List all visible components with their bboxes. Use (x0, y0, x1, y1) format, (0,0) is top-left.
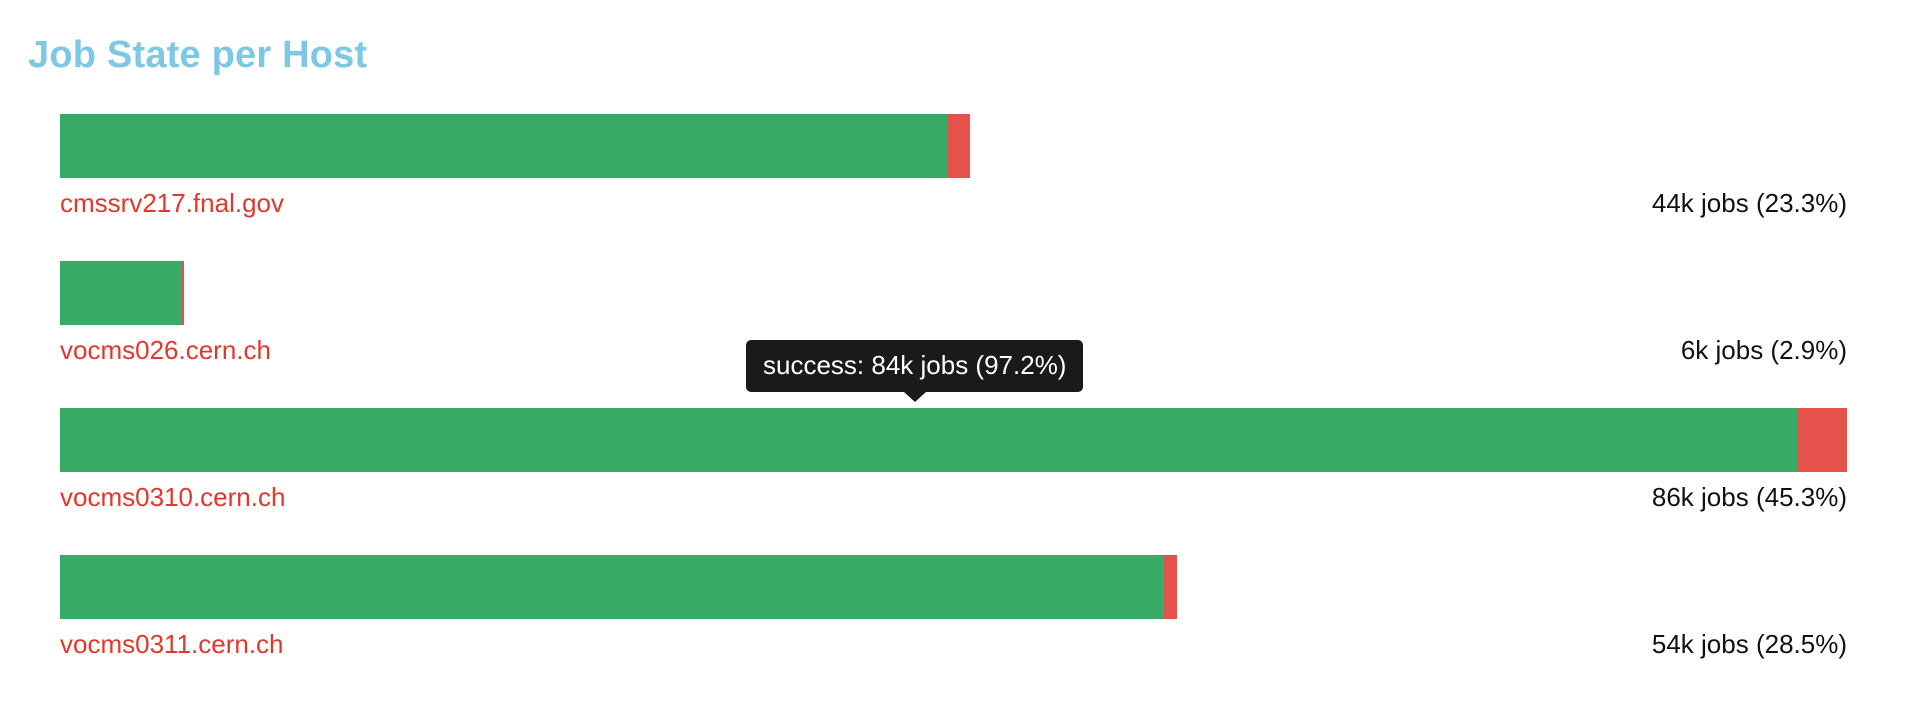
row-labels: vocms026.cern.ch 6k jobs (2.9%) (60, 335, 1847, 375)
chart-title: Job State per Host (28, 34, 368, 76)
bar-segment-failure[interactable] (1164, 555, 1177, 619)
tooltip-text: success: 84k jobs (97.2%) (763, 350, 1067, 380)
host-link[interactable]: vocms026.cern.ch (60, 335, 271, 365)
stacked-bar (60, 408, 1847, 472)
bar-segment-success[interactable] (60, 555, 1165, 619)
host-row: vocms0311.cern.ch 54k jobs (28.5%) (60, 555, 1847, 702)
host-link[interactable]: vocms0311.cern.ch (60, 629, 284, 659)
job-total-label: 44k jobs (23.3%) (1651, 188, 1847, 218)
host-link[interactable]: vocms0310.cern.ch (60, 482, 286, 512)
bar-segment-success[interactable] (60, 408, 1798, 472)
bar-tooltip: success: 84k jobs (97.2%) (746, 340, 1084, 402)
host-bar-list: cmssrv217.fnal.gov 44k jobs (23.3%) vocms0… (60, 114, 1847, 702)
row-labels: vocms0310.cern.ch 86k jobs (45.3%) (60, 482, 1847, 522)
bar-segment-failure[interactable] (1797, 408, 1847, 472)
stacked-bar (60, 114, 1847, 178)
job-total-label: 6k jobs (2.9%) (1680, 335, 1847, 365)
bar-segment-success[interactable] (60, 114, 948, 178)
tooltip-arrow-icon (903, 392, 926, 402)
stacked-bar (60, 555, 1847, 619)
bar-segment-failure[interactable] (182, 261, 185, 325)
host-row: vocms026.cern.ch 6k jobs (2.9%) (60, 261, 1847, 408)
bar-segment-failure[interactable] (947, 114, 971, 178)
bar-segment-success[interactable] (60, 261, 183, 325)
row-labels: vocms0311.cern.ch 54k jobs (28.5%) (60, 629, 1847, 669)
stacked-bar (60, 261, 1847, 325)
host-row: cmssrv217.fnal.gov 44k jobs (23.3%) (60, 114, 1847, 261)
host-link[interactable]: cmssrv217.fnal.gov (60, 188, 284, 218)
job-total-label: 54k jobs (28.5%) (1651, 629, 1847, 659)
job-total-label: 86k jobs (45.3%) (1651, 482, 1847, 512)
host-row: vocms0310.cern.ch 86k jobs (45.3%) (60, 408, 1847, 555)
row-labels: cmssrv217.fnal.gov 44k jobs (23.3%) (60, 188, 1847, 228)
